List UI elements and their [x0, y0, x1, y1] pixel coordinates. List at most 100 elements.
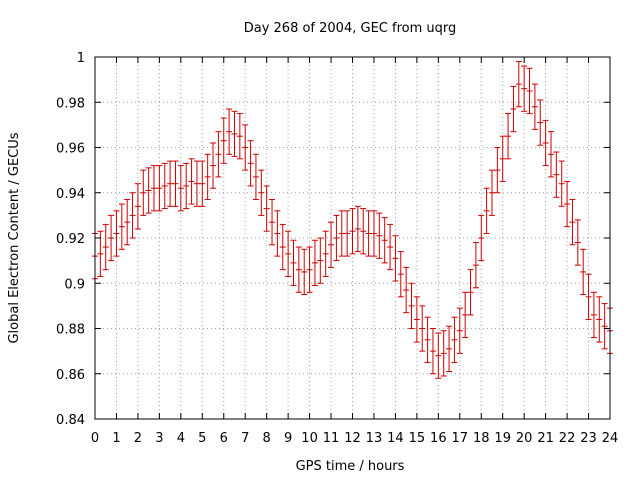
error-bar: [419, 305, 426, 352]
label-layer: 0 1 2 3 4 5 6 7 8 9 10 11 12 13 14 15 16 17 18 19 20 21 22 23 24…: [56, 51, 618, 446]
data-layer: [92, 61, 613, 379]
error-bar: [338, 210, 345, 257]
y-tick-label: 0.94: [56, 187, 85, 202]
x-tick-label: 8: [263, 431, 271, 446]
error-bar: [322, 230, 329, 277]
y-axis-label: Global Electron Content / GECUs: [7, 132, 22, 343]
error-bar: [215, 131, 222, 178]
error-bar: [188, 158, 195, 205]
error-bar: [526, 67, 533, 115]
error-bar: [172, 160, 179, 207]
error-bar: [151, 165, 158, 212]
error-bar: [317, 237, 324, 284]
error-bar: [285, 230, 292, 277]
tick-layer: [94, 56, 611, 420]
error-bar: [113, 210, 120, 257]
x-tick-label: 14: [387, 431, 404, 446]
x-tick-label: 4: [177, 431, 185, 446]
error-bar: [424, 316, 431, 363]
error-bar: [590, 291, 597, 339]
x-axis-label: GPS time / hours: [296, 459, 405, 474]
error-bar: [226, 108, 233, 155]
error-bar: [446, 325, 453, 372]
error-bar: [156, 165, 163, 212]
x-tick-label: 3: [155, 431, 163, 446]
error-bar: [413, 296, 420, 343]
error-bar: [451, 316, 458, 363]
error-bar: [478, 214, 485, 262]
error-bar: [145, 167, 152, 214]
error-bar: [301, 248, 308, 296]
error-bar: [542, 119, 549, 167]
y-tick-label: 0.96: [56, 142, 85, 157]
error-bar: [429, 328, 436, 375]
y-tick-label: 0.9: [64, 277, 85, 292]
y-tick-label: 0.98: [56, 96, 85, 111]
error-bar: [505, 113, 512, 160]
x-tick-label: 1: [112, 431, 120, 446]
error-bar: [531, 83, 538, 130]
error-bar: [537, 99, 544, 146]
error-bar: [210, 142, 217, 189]
error-bar: [328, 221, 335, 268]
error-bar: [183, 162, 190, 210]
x-tick-label: 0: [91, 431, 99, 446]
error-bar: [311, 239, 318, 287]
error-bar: [403, 266, 410, 314]
error-bar: [306, 246, 313, 293]
x-tick-label: 16: [430, 431, 447, 446]
error-bar: [134, 183, 141, 230]
error-bar: [344, 210, 351, 257]
x-tick-label: 24: [602, 431, 619, 446]
chart-title: Day 268 of 2004, GEC from uqrg: [244, 21, 457, 36]
error-bar: [499, 135, 506, 182]
error-bar: [274, 210, 281, 257]
error-bar: [290, 239, 297, 287]
error-bar: [397, 251, 404, 298]
error-bar: [488, 169, 495, 216]
error-bar: [510, 85, 517, 133]
error-bar: [515, 61, 522, 108]
error-bar: [494, 147, 501, 194]
error-bar: [354, 205, 361, 253]
x-tick-label: 12: [344, 431, 361, 446]
error-bar: [360, 208, 367, 255]
error-bar: [167, 160, 174, 207]
error-bar: [252, 153, 259, 201]
error-bar: [193, 160, 200, 207]
y-tick-label: 0.88: [56, 323, 85, 338]
error-bar: [231, 110, 238, 158]
error-bar: [247, 140, 254, 187]
error-bar: [462, 291, 469, 339]
error-bar: [569, 199, 576, 246]
error-bar: [564, 180, 571, 228]
y-tick-label: 1: [77, 51, 85, 66]
x-tick-label: 20: [516, 431, 533, 446]
error-bar: [124, 199, 131, 246]
error-bar: [295, 246, 302, 293]
y-tick-label: 0.84: [56, 413, 85, 428]
error-bar: [129, 192, 136, 239]
error-bar: [381, 217, 388, 264]
error-bar: [220, 117, 227, 164]
error-bar: [467, 269, 474, 316]
error-bar: [483, 187, 490, 234]
error-bar: [204, 153, 211, 201]
error-bar: [585, 273, 592, 320]
x-tick-label: 6: [220, 431, 228, 446]
error-bar: [177, 165, 184, 212]
error-bar: [242, 124, 249, 171]
error-bar: [365, 210, 372, 257]
x-tick-label: 19: [494, 431, 511, 446]
error-bar: [435, 332, 442, 379]
x-tick-label: 9: [284, 431, 292, 446]
x-tick-label: 21: [537, 431, 554, 446]
error-bar: [161, 162, 168, 210]
error-bar: [349, 208, 356, 255]
error-bar: [376, 212, 383, 259]
error-bar: [279, 223, 286, 271]
error-bar: [258, 169, 265, 216]
x-tick-label: 23: [580, 431, 597, 446]
x-tick-label: 22: [559, 431, 576, 446]
